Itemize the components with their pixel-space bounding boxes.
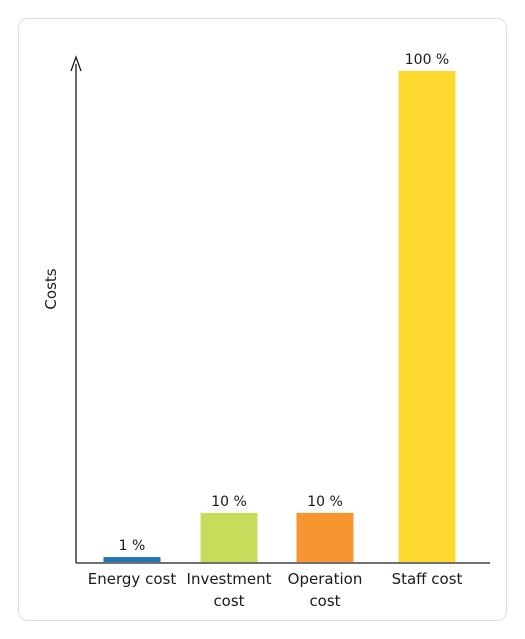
x-tick-label-3: Staff cost bbox=[392, 570, 463, 588]
x-tick-label-line: cost bbox=[309, 592, 340, 610]
axes: Costs bbox=[42, 55, 490, 564]
bar-2 bbox=[296, 512, 354, 562]
y-axis-arrow-icon bbox=[70, 55, 82, 72]
value-label-0: 1 % bbox=[119, 538, 146, 554]
y-axis-title: Costs bbox=[42, 268, 60, 309]
bar-3 bbox=[398, 71, 456, 562]
bar-0 bbox=[103, 557, 161, 562]
value-label-2: 10 % bbox=[307, 494, 343, 510]
x-tick-label-1: Investment cost bbox=[187, 570, 272, 610]
x-tick-labels: Energy cost Investment cost Operation cost St… bbox=[88, 570, 463, 610]
x-tick-label-line: Energy cost bbox=[88, 570, 177, 588]
bar-1 bbox=[200, 512, 258, 562]
x-tick-label-0: Energy cost bbox=[88, 570, 177, 588]
value-label-1: 10 % bbox=[211, 494, 247, 510]
value-labels: 1 % 10 % 10 % 100 % bbox=[119, 52, 450, 554]
x-tick-label-line: Staff cost bbox=[392, 570, 463, 588]
x-tick-label-line: cost bbox=[213, 592, 244, 610]
x-tick-label-line: Operation bbox=[288, 570, 363, 588]
x-tick-label-2: Operation cost bbox=[288, 570, 363, 610]
bars bbox=[103, 71, 456, 562]
x-tick-label-line: Investment bbox=[187, 570, 272, 588]
value-label-3: 100 % bbox=[405, 52, 449, 68]
